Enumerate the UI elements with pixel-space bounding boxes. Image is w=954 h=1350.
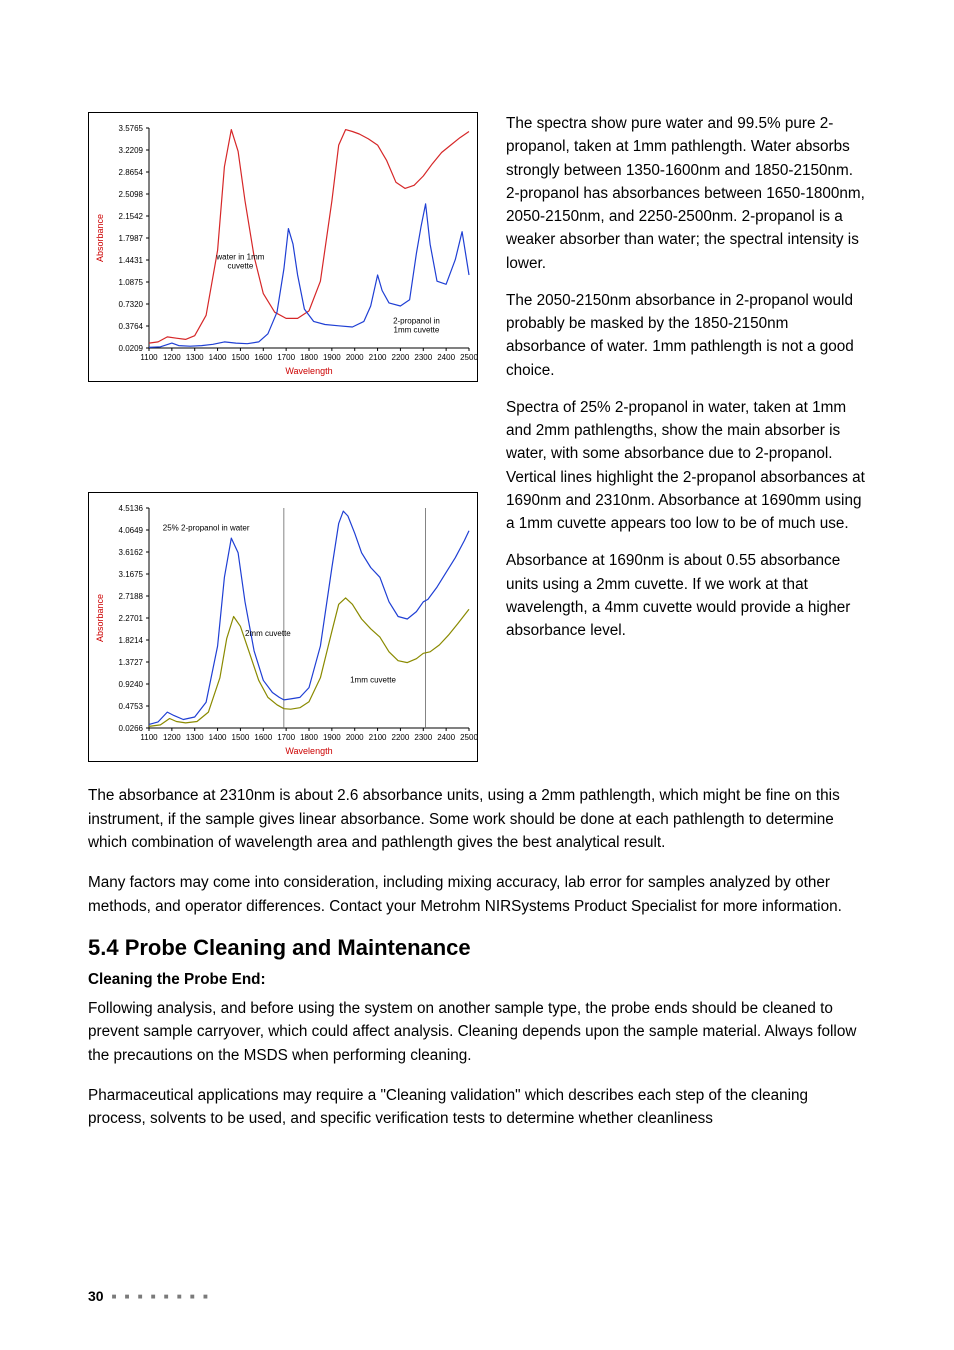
para-masked: The 2050-2150nm absorbance in 2-propanol… xyxy=(506,289,866,382)
svg-text:1mm cuvette: 1mm cuvette xyxy=(394,325,440,334)
svg-text:25% 2-propanol in water: 25% 2-propanol in water xyxy=(163,524,250,533)
svg-text:1.7987: 1.7987 xyxy=(119,234,144,243)
para-cleaning-2: Pharmaceutical applications may require … xyxy=(88,1084,866,1131)
svg-text:water in 1mm: water in 1mm xyxy=(215,253,264,262)
page-footer: 30 ■ ■ ■ ■ ■ ■ ■ ■ xyxy=(88,1288,211,1304)
svg-text:1600: 1600 xyxy=(254,353,272,362)
svg-text:2500: 2500 xyxy=(460,353,478,362)
chart-1: 0.0209 0.3764 0.7320 1.0875 1.4431 1.7987 2.15… xyxy=(89,113,479,383)
svg-text:0.7320: 0.7320 xyxy=(119,300,144,309)
svg-text:1mm cuvette: 1mm cuvette xyxy=(350,676,396,685)
svg-text:0.0266: 0.0266 xyxy=(119,724,144,733)
para-1690: Absorbance at 1690nm is about 0.55 absor… xyxy=(506,549,866,642)
svg-text:2300: 2300 xyxy=(414,353,432,362)
svg-text:2100: 2100 xyxy=(369,353,387,362)
svg-text:2400: 2400 xyxy=(437,353,455,362)
svg-text:1.4431: 1.4431 xyxy=(119,256,144,265)
svg-text:cuvette: cuvette xyxy=(228,262,254,271)
svg-text:2.8654: 2.8654 xyxy=(119,168,144,177)
svg-text:3.6162: 3.6162 xyxy=(119,548,144,557)
svg-text:Absorbance: Absorbance xyxy=(95,594,105,642)
svg-text:Wavelength: Wavelength xyxy=(285,366,332,376)
svg-text:0.4753: 0.4753 xyxy=(119,702,144,711)
svg-text:2000: 2000 xyxy=(346,353,364,362)
svg-text:2500: 2500 xyxy=(460,733,478,742)
right-text-column: The spectra show pure water and 99.5% pu… xyxy=(506,112,866,762)
svg-text:Absorbance: Absorbance xyxy=(95,214,105,262)
svg-text:1100: 1100 xyxy=(140,733,158,742)
para-2310: The absorbance at 2310nm is about 2.6 ab… xyxy=(88,784,866,855)
svg-text:1500: 1500 xyxy=(232,733,250,742)
svg-text:2300: 2300 xyxy=(414,733,432,742)
svg-text:2100: 2100 xyxy=(369,733,387,742)
svg-text:2200: 2200 xyxy=(392,353,410,362)
svg-text:1400: 1400 xyxy=(209,353,227,362)
svg-text:2.5098: 2.5098 xyxy=(119,190,144,199)
svg-text:1.0875: 1.0875 xyxy=(119,278,144,287)
svg-text:1300: 1300 xyxy=(186,353,204,362)
chart-2: 0.0266 0.4753 0.9240 1.3727 1.8214 2.2701 2.71… xyxy=(89,493,479,763)
svg-text:1.8214: 1.8214 xyxy=(119,636,144,645)
svg-text:1600: 1600 xyxy=(254,733,272,742)
footer-dots: ■ ■ ■ ■ ■ ■ ■ ■ xyxy=(112,1292,211,1301)
svg-text:2.7188: 2.7188 xyxy=(119,592,144,601)
cleaning-subhead: Cleaning the Probe End: xyxy=(88,971,866,989)
svg-text:1200: 1200 xyxy=(163,733,181,742)
chart-2-frame: 0.0266 0.4753 0.9240 1.3727 1.8214 2.2701 2.71… xyxy=(88,492,478,762)
svg-text:3.5765: 3.5765 xyxy=(119,124,144,133)
svg-text:1700: 1700 xyxy=(277,353,295,362)
svg-text:2.2701: 2.2701 xyxy=(119,614,144,623)
svg-text:1.3727: 1.3727 xyxy=(119,658,144,667)
page-number: 30 xyxy=(88,1288,104,1304)
svg-text:2mm cuvette: 2mm cuvette xyxy=(245,629,291,638)
svg-text:1900: 1900 xyxy=(323,353,341,362)
svg-text:1100: 1100 xyxy=(140,353,158,362)
svg-text:2200: 2200 xyxy=(392,733,410,742)
svg-text:3.1675: 3.1675 xyxy=(119,570,144,579)
chart-1-frame: 0.0209 0.3764 0.7320 1.0875 1.4431 1.7987 2.15… xyxy=(88,112,478,382)
svg-text:0.3764: 0.3764 xyxy=(119,322,144,331)
svg-text:2.1542: 2.1542 xyxy=(119,212,144,221)
svg-text:1200: 1200 xyxy=(163,353,181,362)
svg-text:Wavelength: Wavelength xyxy=(285,746,332,756)
svg-text:4.5136: 4.5136 xyxy=(119,504,144,513)
svg-text:2-propanol in: 2-propanol in xyxy=(393,316,440,325)
svg-text:1700: 1700 xyxy=(277,733,295,742)
svg-text:1800: 1800 xyxy=(300,733,318,742)
section-5-4-heading: 5.4 Probe Cleaning and Maintenance xyxy=(88,935,866,961)
svg-text:1400: 1400 xyxy=(209,733,227,742)
para-spectra-pure: The spectra show pure water and 99.5% pu… xyxy=(506,112,866,275)
figure-row-1: 0.0209 0.3764 0.7320 1.0875 1.4431 1.7987 2.15… xyxy=(88,112,866,762)
svg-text:1800: 1800 xyxy=(300,353,318,362)
svg-text:4.0649: 4.0649 xyxy=(119,526,144,535)
para-spectra-25: Spectra of 25% 2-propanol in water, take… xyxy=(506,396,866,536)
svg-text:0.0209: 0.0209 xyxy=(119,344,144,353)
svg-text:1300: 1300 xyxy=(186,733,204,742)
svg-text:2000: 2000 xyxy=(346,733,364,742)
svg-text:3.2209: 3.2209 xyxy=(119,146,144,155)
svg-text:1500: 1500 xyxy=(232,353,250,362)
para-cleaning-1: Following analysis, and before using the… xyxy=(88,997,866,1068)
svg-text:1900: 1900 xyxy=(323,733,341,742)
svg-text:0.9240: 0.9240 xyxy=(119,680,144,689)
page-body: 0.0209 0.3764 0.7320 1.0875 1.4431 1.7987 2.15… xyxy=(0,0,954,1187)
svg-text:2400: 2400 xyxy=(437,733,455,742)
para-factors: Many factors may come into consideration… xyxy=(88,871,866,918)
